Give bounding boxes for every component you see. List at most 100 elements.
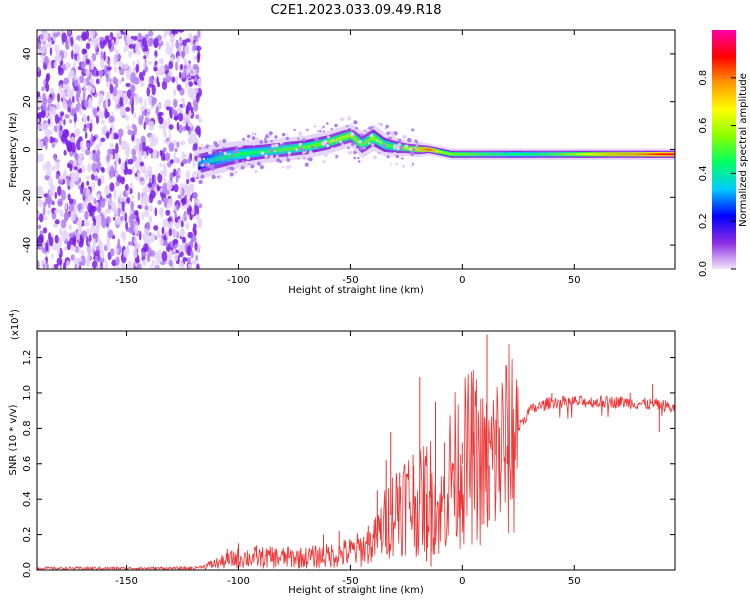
ridge-core (580, 153, 582, 156)
ridge-core (456, 153, 458, 156)
ridge-core (483, 153, 485, 156)
noise-speckle (47, 97, 53, 104)
noise-speckle (178, 30, 184, 33)
ridge-core (273, 148, 276, 153)
ridge-core (239, 152, 241, 157)
noise-speckle (76, 171, 80, 180)
ridge-core (314, 143, 316, 148)
ridge-core (360, 141, 362, 146)
scatter-dot (264, 134, 269, 139)
noise-speckle (174, 147, 178, 153)
noise-speckle (154, 207, 158, 217)
noise-speckle (86, 175, 91, 180)
noise-speckle (65, 61, 70, 70)
noise-speckle (67, 162, 71, 168)
noise-speckle (160, 57, 164, 65)
noise-speckle (159, 163, 163, 168)
noise-speckle (165, 45, 172, 56)
ridge-core (214, 157, 216, 163)
scatter-dot (254, 137, 259, 141)
ridge-core (272, 148, 275, 153)
ridge-core (459, 153, 461, 156)
ridge-core (387, 143, 389, 148)
ridge-core (666, 153, 668, 156)
ridge-core (228, 154, 230, 159)
noise-speckle (121, 77, 125, 82)
ridge-core (526, 153, 528, 156)
scatter-dot (409, 148, 413, 151)
ridge-core (370, 136, 372, 142)
ridge-core (371, 136, 373, 141)
ridge-core (313, 143, 315, 148)
ridge-core (499, 153, 501, 156)
ridge-core (336, 137, 338, 142)
noise-speckle (43, 43, 46, 54)
scatter-dot (333, 152, 336, 155)
snr-y-tick-label: 1.0 (22, 385, 33, 401)
ridge-core (493, 153, 495, 156)
noise-speckle (98, 140, 103, 147)
ridge-core (542, 153, 545, 156)
ridge-core (558, 153, 561, 156)
ridge-core (519, 153, 521, 156)
ridge-core (361, 142, 363, 147)
noise-speckle (164, 30, 168, 36)
noise-speckle (185, 222, 190, 230)
noise-speckle (81, 230, 88, 239)
noise-speckle (44, 55, 49, 65)
noise-speckle (104, 64, 107, 75)
noise-speckle (193, 142, 198, 151)
ridge-core (281, 147, 284, 152)
noise-speckle (141, 251, 147, 257)
noise-speckle (87, 115, 90, 122)
noise-speckle (114, 134, 119, 140)
scatter-dot (251, 132, 256, 136)
spectrogram-marks (37, 30, 675, 269)
noise-speckle (178, 124, 183, 134)
noise-speckle (173, 98, 178, 109)
ridge-core (448, 152, 450, 155)
noise-speckle (180, 228, 185, 238)
ridge-core (217, 156, 219, 162)
ridge-core (366, 139, 368, 144)
noise-speckle (179, 140, 186, 146)
noise-speckle (58, 67, 64, 76)
noise-speckle (140, 96, 143, 106)
ridge-core (472, 153, 474, 156)
noise-speckle (132, 60, 135, 67)
noise-speckle (148, 215, 153, 224)
noise-speckle (106, 66, 112, 71)
noise-speckle (105, 208, 110, 214)
snr-ticks: -150 -100 -50 0 50 0.0 0.2 0.4 0.6 0.8 1.0 1.2 (22, 331, 675, 587)
noise-speckle (127, 129, 133, 136)
noise-speckle (109, 83, 114, 94)
ridge-core (215, 156, 217, 162)
ridge-core (576, 153, 579, 156)
scatter-dot (331, 139, 334, 142)
ridge-core (531, 153, 533, 156)
scatter-dot (320, 126, 324, 130)
noise-speckle (45, 160, 51, 172)
ridge-core (288, 147, 291, 151)
scatter-dot (322, 125, 325, 128)
noise-speckle (76, 257, 83, 263)
scatter-dot (393, 147, 396, 150)
noise-speckle (128, 43, 135, 49)
noise-speckle (161, 250, 168, 262)
noise-speckle (68, 202, 75, 213)
noise-speckle (145, 230, 151, 237)
cbar-tick-label: 0.2 (698, 213, 709, 229)
noise-speckle (79, 140, 84, 149)
noise-speckle (141, 110, 147, 116)
ridge-core (316, 143, 318, 147)
scatter-dot (318, 151, 322, 156)
scatter-dot (260, 151, 265, 155)
cbar-tick-label: 0.0 (698, 261, 709, 277)
noise-speckle (100, 137, 106, 142)
scatter-dot (246, 138, 250, 143)
scatter-dot (281, 143, 284, 145)
scatter-dot (314, 134, 319, 139)
noise-speckle (192, 44, 197, 52)
noise-speckle (144, 66, 149, 73)
ridge-core (278, 148, 281, 152)
